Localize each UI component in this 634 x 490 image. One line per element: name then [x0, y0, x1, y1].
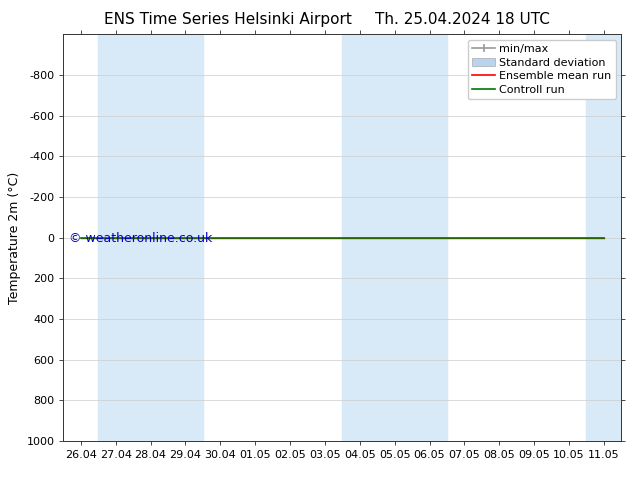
Y-axis label: Temperature 2m (°C): Temperature 2m (°C): [8, 172, 21, 304]
Legend: min/max, Standard deviation, Ensemble mean run, Controll run: min/max, Standard deviation, Ensemble me…: [468, 40, 616, 99]
Text: ENS Time Series Helsinki Airport: ENS Time Series Helsinki Airport: [105, 12, 352, 27]
Bar: [98, 34, 203, 441]
Text: © weatheronline.co.uk: © weatheronline.co.uk: [69, 232, 212, 245]
Bar: [342, 34, 447, 441]
Bar: [586, 34, 621, 441]
Text: Th. 25.04.2024 18 UTC: Th. 25.04.2024 18 UTC: [375, 12, 550, 27]
